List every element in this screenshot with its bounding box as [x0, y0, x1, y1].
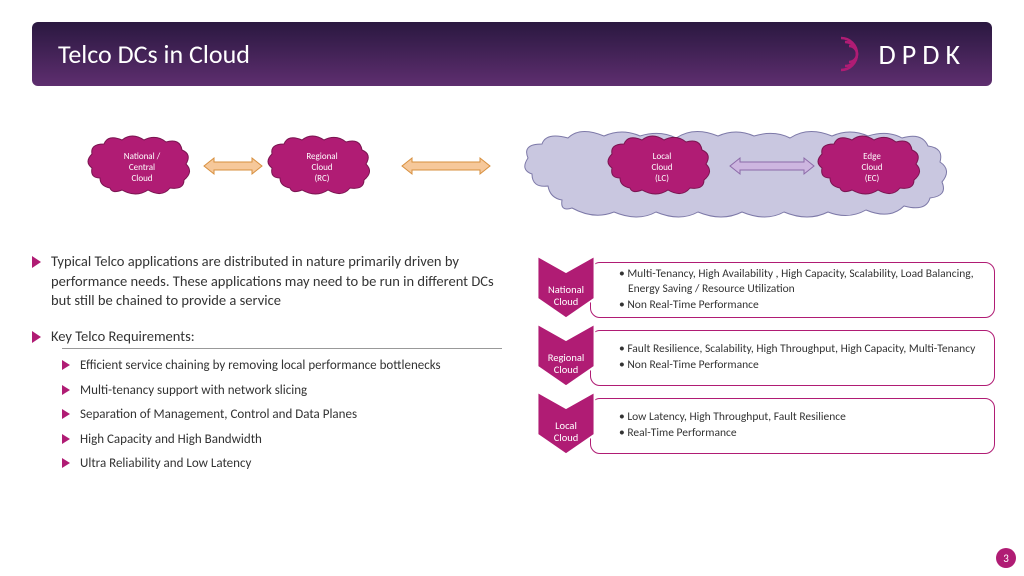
sub-requirement: Multi-tenancy support with network slici…: [62, 382, 512, 400]
intro-text: Typical Telco applications are distribut…: [51, 252, 512, 311]
requirement-line: • Non Real-Time Performance: [619, 298, 980, 314]
sub-req-text: Multi-tenancy support with network slici…: [80, 382, 307, 400]
label-edge: Edge Cloud (EC): [822, 152, 922, 184]
req-heading-text: Key Telco Requirements:: [51, 327, 195, 347]
label-regional: Regional Cloud (RC): [272, 152, 372, 184]
slide-header: Telco DCs in Cloud DPDK: [32, 22, 992, 86]
sub-requirements-list: Efficient service chaining by removing l…: [62, 357, 512, 473]
chevron-label: Regional Cloud: [530, 352, 602, 376]
requirement-line: • Low Latency, High Throughput, Fault Re…: [619, 410, 980, 426]
arrow-nc-rc: [204, 158, 262, 174]
cloud-requirement-row: • Fault Resilience, Scalability, High Th…: [530, 326, 995, 390]
sub-req-text: Efficient service chaining by removing l…: [80, 357, 441, 375]
dpdk-arc-icon: [829, 34, 869, 74]
label-local: Local Cloud (LC): [612, 152, 712, 184]
left-column: Typical Telco applications are distribut…: [32, 252, 512, 480]
sub-req-text: High Capacity and High Bandwidth: [80, 431, 262, 449]
sub-requirement: Ultra Reliability and Low Latency: [62, 455, 512, 473]
sub-requirement: Efficient service chaining by removing l…: [62, 357, 512, 375]
arrow-rc-lc: [402, 158, 490, 174]
divider: [62, 348, 502, 349]
triangle-icon: [62, 458, 70, 468]
requirement-line: • Non Real-Time Performance: [619, 358, 980, 374]
requirement-line: • Multi-Tenancy, High Availability , Hig…: [619, 267, 980, 298]
requirement-box: • Low Latency, High Throughput, Fault Re…: [590, 398, 995, 454]
sub-req-text: Ultra Reliability and Low Latency: [80, 455, 251, 473]
cloud-requirement-row: • Multi-Tenancy, High Availability , Hig…: [530, 258, 995, 322]
triangle-icon: [62, 360, 70, 370]
right-column: • Multi-Tenancy, High Availability , Hig…: [530, 258, 995, 462]
cloud-diagram: National / Central Cloud Regional Cloud …: [32, 130, 992, 230]
slide-title: Telco DCs in Cloud: [58, 38, 250, 70]
chevron-label: Local Cloud: [530, 420, 602, 444]
page-number: 3: [996, 548, 1016, 568]
requirement-line: • Real-Time Performance: [619, 426, 980, 442]
cloud-requirement-row: • Low Latency, High Throughput, Fault Re…: [530, 394, 995, 458]
brand-text: DPDK: [879, 37, 966, 72]
label-national: National / Central Cloud: [92, 152, 192, 184]
requirement-box: • Fault Resilience, Scalability, High Th…: [590, 330, 995, 386]
triangle-icon: [32, 331, 41, 343]
intro-bullet: Typical Telco applications are distribut…: [32, 252, 512, 311]
triangle-icon: [62, 409, 70, 419]
requirement-line: • Fault Resilience, Scalability, High Th…: [619, 342, 980, 358]
sub-requirement: High Capacity and High Bandwidth: [62, 431, 512, 449]
sub-req-text: Separation of Management, Control and Da…: [80, 406, 357, 424]
triangle-icon: [62, 434, 70, 444]
sub-requirement: Separation of Management, Control and Da…: [62, 406, 512, 424]
triangle-icon: [62, 385, 70, 395]
triangle-icon: [32, 256, 41, 268]
req-heading-bullet: Key Telco Requirements:: [32, 327, 512, 347]
chevron-label: National Cloud: [530, 284, 602, 308]
brand-logo: DPDK: [829, 34, 966, 74]
requirement-box: • Multi-Tenancy, High Availability , Hig…: [590, 262, 995, 318]
